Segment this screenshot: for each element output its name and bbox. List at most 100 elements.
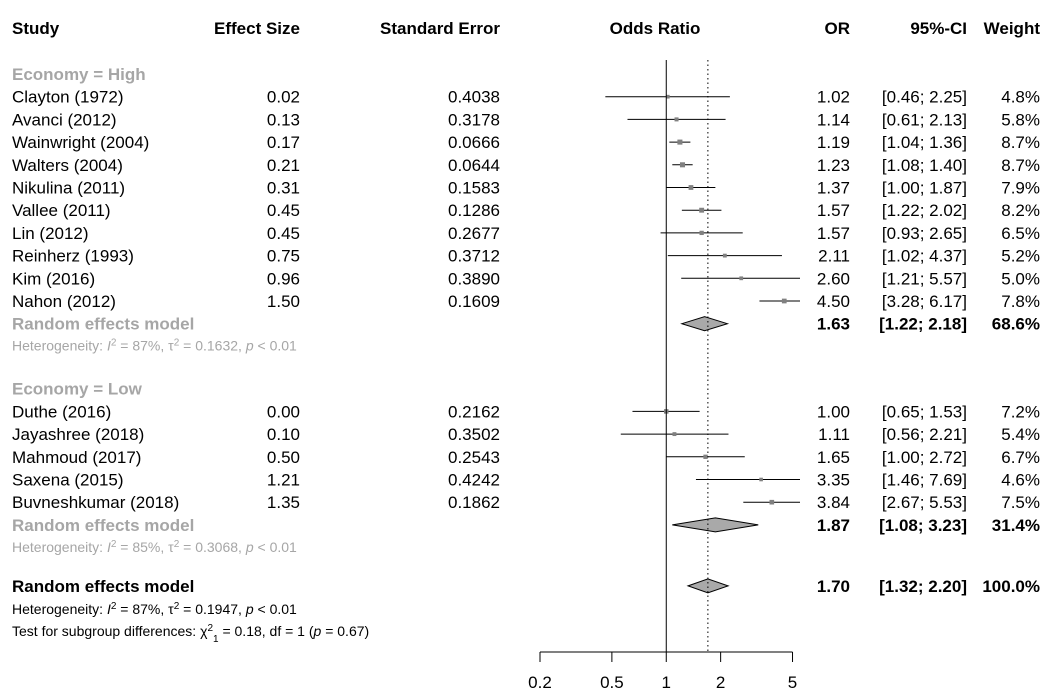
study-ci: [1.21; 5.57]: [882, 269, 967, 288]
study-name: Duthe (2016): [12, 402, 111, 421]
study-square: [699, 230, 704, 236]
study-name: Jayashree (2018): [12, 425, 144, 444]
study-name: Saxena (2015): [12, 471, 124, 490]
study-or: 3.84: [817, 493, 850, 512]
x-tick-label: 2: [716, 673, 725, 692]
study-square: [679, 162, 686, 168]
header-study: Study: [12, 19, 60, 38]
study-weight: 8.2%: [1001, 201, 1040, 220]
standard-error: 0.3178: [448, 110, 500, 129]
standard-error: 0.4242: [448, 471, 500, 490]
standard-error: 0.3712: [448, 247, 500, 266]
x-tick-label: 0.2: [528, 673, 552, 692]
header-standard-error: Standard Error: [380, 19, 500, 38]
study-weight: 6.5%: [1001, 224, 1040, 243]
study-name: Clayton (1972): [12, 88, 124, 107]
subgroup-heterogeneity: Heterogeneity: I2 = 87%, τ2 = 0.1632, p …: [12, 337, 297, 354]
effect-size: 0.45: [267, 201, 300, 220]
study-square: [759, 477, 763, 482]
study-or: 2.60: [817, 269, 850, 288]
study-ci: [1.08; 1.40]: [882, 156, 967, 175]
header-ci: 95%-CI: [910, 19, 967, 38]
standard-error: 0.1862: [448, 493, 500, 512]
effect-size: 1.35: [267, 493, 300, 512]
study-weight: 6.7%: [1001, 448, 1040, 467]
standard-error: 0.2677: [448, 224, 500, 243]
standard-error: 0.3890: [448, 269, 500, 288]
subgroup-model-label: Random effects model: [12, 315, 194, 334]
study-square: [769, 499, 775, 505]
overall-weight: 100.0%: [982, 577, 1040, 596]
overall-model-label: Random effects model: [12, 577, 194, 596]
study-name: Nahon (2012): [12, 292, 116, 311]
study-name: Vallee (2011): [12, 201, 111, 220]
standard-error: 0.1609: [448, 292, 500, 311]
effect-size: 0.75: [267, 247, 300, 266]
subgroup-model-label: Random effects model: [12, 516, 194, 535]
effect-size: 0.00: [267, 402, 300, 421]
study-or: 1.57: [817, 201, 850, 220]
study-or: 1.02: [817, 88, 850, 107]
study-weight: 7.8%: [1001, 292, 1040, 311]
effect-size: 0.10: [267, 425, 300, 444]
study-or: 1.00: [817, 402, 850, 421]
study-name: Nikulina (2011): [12, 179, 125, 198]
study-ci: [0.56; 2.21]: [882, 425, 967, 444]
study-ci: [1.46; 7.69]: [882, 471, 967, 490]
standard-error: 0.4038: [448, 88, 500, 107]
study-name: Kim (2016): [12, 269, 95, 288]
study-square: [674, 117, 679, 122]
effect-size: 0.21: [267, 156, 300, 175]
study-name: Reinherz (1993): [12, 247, 134, 266]
subgroup-model-weight: 31.4%: [992, 516, 1040, 535]
study-ci: [1.00; 1.87]: [882, 179, 967, 198]
subgroup-test: Test for subgroup differences: χ21 = 0.1…: [12, 622, 369, 644]
study-or: 1.14: [817, 110, 850, 129]
header-odds-ratio: Odds Ratio: [610, 19, 701, 38]
subgroup-model-ci: [1.08; 3.23]: [879, 516, 967, 535]
study-ci: [0.93; 2.65]: [882, 224, 967, 243]
standard-error: 0.2543: [448, 448, 500, 467]
standard-error: 0.1583: [448, 179, 500, 198]
study-weight: 8.7%: [1001, 133, 1040, 152]
study-square: [781, 298, 787, 304]
study-weight: 4.8%: [1001, 88, 1040, 107]
study-ci: [2.67; 5.53]: [882, 493, 967, 512]
study-name: Walters (2004): [12, 156, 123, 175]
study-ci: [3.28; 6.17]: [882, 292, 967, 311]
study-or: 3.35: [817, 471, 850, 490]
study-ci: [1.04; 1.36]: [882, 133, 967, 152]
overall-or: 1.70: [817, 577, 850, 596]
study-square: [672, 432, 677, 437]
effect-size: 0.45: [267, 224, 300, 243]
effect-size: 0.50: [267, 448, 300, 467]
subgroup-model-weight: 68.6%: [992, 315, 1040, 334]
study-name: Buvneshkumar (2018): [12, 493, 179, 512]
study-ci: [0.65; 1.53]: [882, 402, 967, 421]
study-square: [699, 207, 705, 213]
subgroup-label: Economy = High: [12, 65, 146, 84]
study-ci: [1.02; 4.37]: [882, 247, 967, 266]
study-weight: 5.2%: [1001, 247, 1040, 266]
x-tick-label: 5: [788, 673, 797, 692]
study-weight: 7.2%: [1001, 402, 1040, 421]
study-name: Avanci (2012): [12, 110, 117, 129]
standard-error: 0.0666: [448, 133, 500, 152]
study-name: Lin (2012): [12, 224, 89, 243]
header-effect-size: Effect Size: [214, 19, 300, 38]
overall-heterogeneity: Heterogeneity: I2 = 87%, τ2 = 0.1947, p …: [12, 600, 297, 617]
study-weight: 7.9%: [1001, 179, 1040, 198]
study-square: [665, 94, 670, 99]
subgroup-diamond: [672, 517, 759, 533]
standard-error: 0.3502: [448, 425, 500, 444]
study-or: 1.23: [817, 156, 850, 175]
subgroup-label: Economy = Low: [12, 380, 143, 399]
study-or: 1.19: [817, 133, 850, 152]
study-weight: 5.4%: [1001, 425, 1040, 444]
effect-size: 1.21: [267, 471, 300, 490]
study-weight: 8.7%: [1001, 156, 1040, 175]
study-weight: 4.6%: [1001, 471, 1040, 490]
study-or: 1.11: [818, 425, 850, 444]
subgroup-model-or: 1.87: [817, 516, 850, 535]
